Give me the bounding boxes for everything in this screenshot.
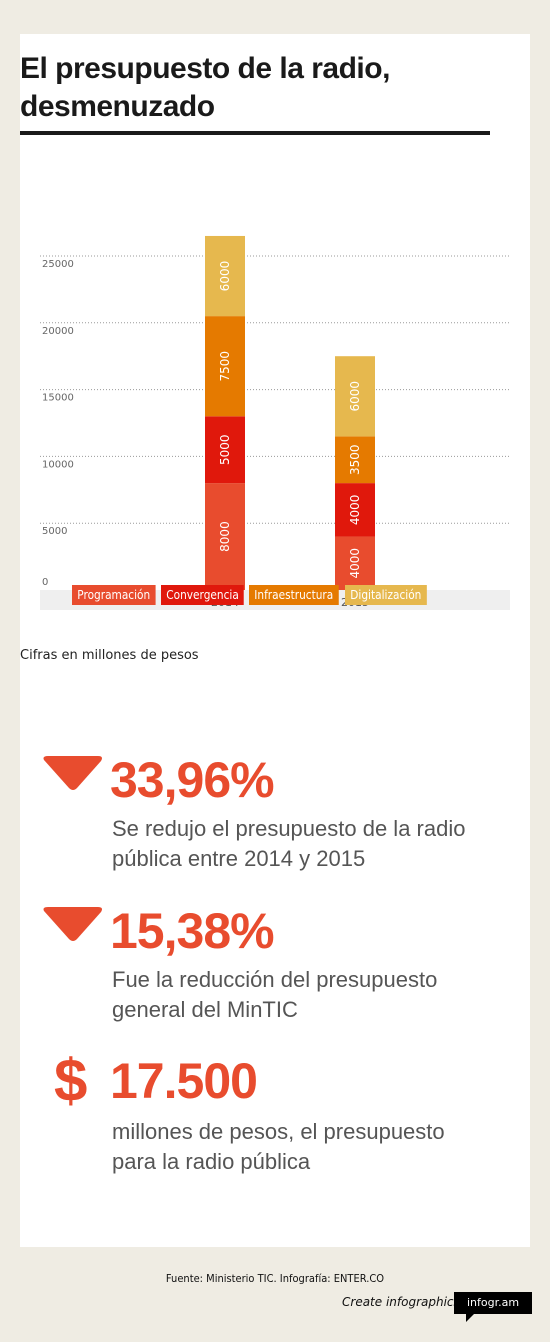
bar-data-label: 3500 [348, 444, 362, 475]
chart-legend: Programación Convergencia Infraestructura D… [72, 585, 438, 605]
legend-item: Convergencia [160, 585, 244, 605]
bar-data-label: 4000 [348, 548, 362, 579]
bar-data-label: 6000 [218, 261, 232, 292]
legend-item: Infraestructura [249, 585, 339, 605]
bar-data-label: 7500 [218, 351, 232, 382]
stat-value: 17.500 [110, 1053, 258, 1109]
y-tick-label: 0 [42, 577, 48, 588]
create-infographics-link[interactable]: Create infographics [342, 1295, 460, 1309]
bar-segment [335, 436, 375, 484]
units-note: Cifras en millones de pesos [20, 648, 199, 663]
y-tick-label: 15000 [42, 393, 74, 404]
legend-item: Programación [72, 585, 156, 605]
source-credit: Fuente: Ministerio TIC. Infografía: ENTE… [165, 1272, 385, 1285]
page-title: El presupuesto de la radio, desmenuzado [20, 52, 390, 123]
bar-segment [335, 536, 375, 590]
stat-description: millones de pesos, el presupuesto para l… [112, 1119, 445, 1174]
bar-segment [205, 483, 245, 590]
legend-item: Digitalización [345, 585, 427, 605]
y-tick-label: 20000 [42, 326, 74, 337]
bar-segment [335, 483, 375, 537]
bar-segment [205, 416, 245, 484]
bar-data-label: 8000 [218, 521, 232, 552]
infographic-card [20, 34, 530, 1247]
y-tick-label: 25000 [42, 259, 74, 270]
bar-data-label: 6000 [348, 381, 362, 412]
stat-value: 15,38% [110, 903, 275, 959]
stat-description: Fue la reducción del presupuesto general… [112, 967, 438, 1022]
y-tick-label: 10000 [42, 459, 74, 470]
y-tick-label: 5000 [42, 526, 67, 537]
down-triangle-icon [43, 907, 102, 941]
title-rule [20, 131, 490, 135]
bar-data-label: 4000 [348, 495, 362, 526]
badge-tail [466, 1313, 475, 1322]
bar-segment [205, 235, 245, 317]
stat-description: Se redujo el presupuesto de la radio púb… [112, 816, 466, 871]
dollar-sign-icon: $ [54, 1047, 88, 1114]
infogram-badge[interactable]: infogr.am [454, 1292, 532, 1314]
stacked-bar-chart: 0 5000 10000 15000 20000 25000 8000 5000 7500 600… [40, 235, 510, 610]
bar-segment [205, 316, 245, 417]
down-triangle-icon [43, 756, 102, 790]
stat-value: 33,96% [110, 752, 275, 808]
bar-segment [335, 356, 375, 437]
bar-data-label: 5000 [218, 434, 232, 465]
